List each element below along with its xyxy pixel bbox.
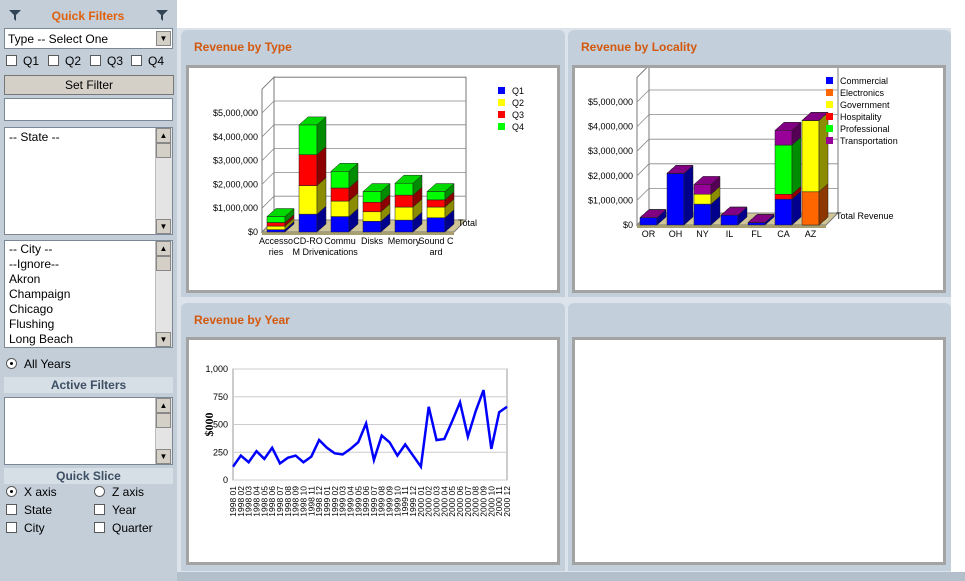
scrollbar[interactable]: ▲ ▼: [155, 241, 172, 347]
checkbox-label: City: [24, 521, 45, 535]
panel-title: Revenue by Year: [194, 313, 290, 327]
active-filters-box[interactable]: ▲ ▼: [4, 397, 173, 465]
radio[interactable]: [6, 486, 17, 497]
bottom-strip: [177, 572, 965, 581]
filter-icon: [9, 10, 21, 21]
checkbox[interactable]: [48, 55, 59, 66]
scrollbar[interactable]: ▲ ▼: [155, 398, 172, 464]
scrollbar[interactable]: ▲ ▼: [155, 128, 172, 234]
list-item[interactable]: --Ignore--: [9, 257, 60, 271]
list-item[interactable]: Chicago: [9, 302, 54, 316]
checkbox-label: Q3: [107, 54, 124, 68]
checkbox[interactable]: [94, 504, 105, 515]
checkbox-label: Q2: [65, 54, 82, 68]
list-item[interactable]: Long Beach: [9, 332, 74, 346]
checkbox-label: Year: [112, 503, 137, 517]
city-list[interactable]: -- City -- --Ignore-- Akron Champaign Ch…: [4, 240, 173, 348]
chart-frame: [572, 65, 946, 293]
radio-label: All Years: [24, 357, 71, 371]
text-input[interactable]: [4, 98, 173, 121]
radio[interactable]: [6, 358, 17, 369]
checkbox[interactable]: [90, 55, 101, 66]
checkbox[interactable]: [131, 55, 142, 66]
list-item[interactable]: Flushing: [9, 317, 55, 331]
chart-frame: [186, 337, 560, 565]
panel-title: Revenue by Type: [194, 40, 292, 54]
scroll-down[interactable]: ▼: [156, 332, 171, 347]
checkbox[interactable]: [6, 522, 17, 533]
section-header: Quick Slice: [4, 468, 173, 484]
sidebar-title: Quick Filters: [51, 9, 125, 23]
radio[interactable]: [94, 486, 105, 497]
checkbox-label: State: [24, 503, 53, 517]
list-item[interactable]: -- State --: [9, 130, 60, 144]
list-item[interactable]: -- City --: [9, 242, 53, 256]
type-select[interactable]: Type -- Select One ▼: [4, 28, 173, 49]
filter-icon: [156, 10, 168, 21]
panel-title: Revenue by Locality: [581, 40, 698, 54]
top-strip: [177, 0, 965, 28]
scroll-down[interactable]: ▼: [156, 449, 171, 464]
checkbox[interactable]: [6, 55, 17, 66]
checkbox[interactable]: [94, 522, 105, 533]
checkbox[interactable]: [6, 504, 17, 515]
section-header: Active Filters: [4, 377, 173, 393]
list-item[interactable]: Champaign: [9, 287, 71, 301]
chart-frame: [572, 337, 946, 565]
select-text: Type -- Select One: [8, 32, 109, 46]
scroll-thumb[interactable]: [156, 256, 171, 271]
scroll-up[interactable]: ▲: [156, 241, 171, 256]
checkbox-label: Quarter: [112, 521, 153, 535]
scroll-thumb[interactable]: [156, 143, 171, 158]
scroll-up[interactable]: ▲: [156, 128, 171, 143]
scroll-up[interactable]: ▲: [156, 398, 171, 413]
list-item[interactable]: Akron: [9, 272, 41, 286]
state-list[interactable]: -- State -- ▲ ▼: [4, 127, 173, 235]
radio-label: Z axis: [112, 485, 145, 499]
chart-frame: [186, 65, 560, 293]
checkbox-label: Q4: [148, 54, 165, 68]
dropdown-arrow[interactable]: ▼: [156, 31, 171, 46]
radio-label: X axis: [24, 485, 57, 499]
set-filter-button[interactable]: Set Filter: [4, 75, 174, 95]
checkbox-label: Q1: [23, 54, 40, 68]
scroll-down[interactable]: ▼: [156, 219, 171, 234]
scroll-thumb[interactable]: [156, 413, 171, 428]
sidebar: Quick Filters Type -- Select One ▼ Q1 Q2…: [0, 0, 177, 581]
right-strip: [951, 0, 965, 581]
